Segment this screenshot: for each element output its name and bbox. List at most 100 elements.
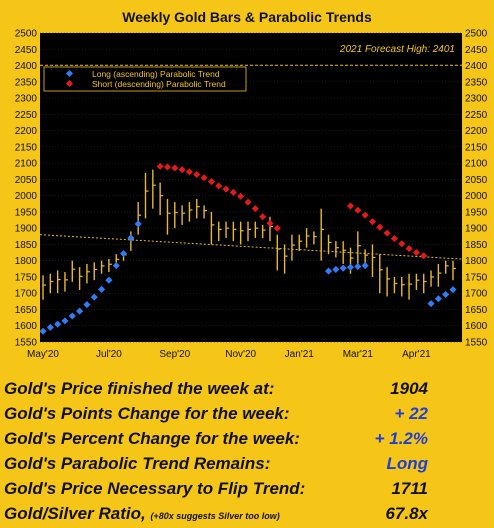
stat-flip: Gold's Price Necessary to Flip Trend: 17… <box>4 476 490 502</box>
short-trend-dot <box>237 192 245 200</box>
y-tick-label: 2050 <box>15 175 38 186</box>
y-tick-label-right: 1750 <box>465 272 488 283</box>
x-tick-label: Nov'20 <box>225 349 256 360</box>
stat-ratio: Gold/Silver Ratio, (+80x suggests Silver… <box>4 501 490 527</box>
x-tick-label: Sep'20 <box>159 349 190 360</box>
y-tick-label-right: 1950 <box>465 207 488 218</box>
y-tick-label: 1750 <box>15 272 38 283</box>
x-tick-label: Jul'20 <box>96 349 122 360</box>
short-trend-dot <box>222 185 230 193</box>
short-trend-dot <box>163 163 171 171</box>
forecast-label: 2021 Forecast High: 2401 <box>339 44 455 55</box>
y-tick-label: 2400 <box>15 61 38 72</box>
long-trend-dot <box>346 263 355 271</box>
long-trend-dot <box>127 234 135 242</box>
y-tick-label-right: 2100 <box>465 159 488 170</box>
short-trend-dot <box>200 174 208 182</box>
y-tick-label-right: 1800 <box>465 256 488 267</box>
stat-ratio-label-wrap: Gold/Silver Ratio, (+80x suggests Silver… <box>4 504 280 524</box>
y-tick-label: 1600 <box>15 321 38 332</box>
stat-points-label: Gold's Points Change for the week: <box>4 404 290 423</box>
y-tick-label: 2300 <box>15 94 38 105</box>
bars-layer <box>42 169 456 300</box>
long-trend-dot <box>90 293 98 301</box>
short-trend-dot <box>273 224 281 232</box>
gold-chart: Weekly Gold Bars & Parabolic Trends 1550… <box>14 9 488 360</box>
y-tick-label: 2350 <box>15 77 38 88</box>
y-tick-label-right: 1850 <box>465 240 488 251</box>
y-tick-label: 2450 <box>15 45 38 56</box>
y-tick-label: 2250 <box>15 110 38 121</box>
long-trend-dot <box>434 295 442 303</box>
stat-trend-label: Gold's Parabolic Trend Remains: <box>4 454 271 473</box>
x-axis: May'20 Jul'20 Sep'20 Nov'20 Jan'21 Mar'21 Apr'… <box>27 349 431 360</box>
y-tick-label-right: 2350 <box>465 77 488 88</box>
legend-long-marker <box>65 69 74 78</box>
short-trend-dot <box>193 170 201 179</box>
y-tick-label: 1800 <box>15 256 38 267</box>
stat-ratio-value: 67.8x <box>385 504 428 523</box>
long-trend-dot <box>46 323 54 331</box>
stat-flip-value: 1711 <box>391 479 428 498</box>
long-trend-dot <box>361 262 369 270</box>
x-tick-label: Mar'21 <box>343 349 374 360</box>
y-tick-label: 2150 <box>15 142 38 153</box>
stat-price-label: Gold's Price finished the week at: <box>4 379 275 398</box>
short-trend-dot <box>346 202 355 210</box>
legend-short-label: Short (descending) Parabolic Trend <box>92 79 226 89</box>
short-trend-dot <box>171 164 179 172</box>
y-tick-label-right: 2000 <box>465 191 488 202</box>
long-trend-dot <box>98 285 106 293</box>
long-trend-dot <box>354 263 362 271</box>
short-trend-dot <box>376 223 384 231</box>
long-trend-dot <box>76 307 84 315</box>
y-tick-label: 2100 <box>15 159 38 170</box>
legend: Long (ascending) Parabolic Trend Short (… <box>43 66 247 92</box>
y-tick-label-right: 1900 <box>465 224 488 235</box>
support-trend-line <box>39 234 463 260</box>
x-tick-label: Apr'21 <box>402 349 431 360</box>
x-tick-label: May'20 <box>27 349 59 360</box>
legend-box <box>43 66 247 92</box>
short-trend-dot <box>368 218 376 226</box>
short-trend-dot <box>398 240 406 248</box>
dots-layer <box>39 162 457 335</box>
short-trend-dot <box>420 252 428 260</box>
short-trend-dot <box>405 245 413 253</box>
long-trend-dot <box>39 327 47 335</box>
long-trend-dot <box>427 300 435 308</box>
legend-long-label: Long (ascending) Parabolic Trend <box>92 69 220 79</box>
short-trend-dot <box>383 229 391 237</box>
long-trend-dot <box>120 249 128 258</box>
y-axis: 1550 1550 1600 1600 1650 1650 1700 1700 1750 1750… <box>15 29 488 349</box>
y-tick-label: 1850 <box>15 240 38 251</box>
stat-ratio-label: Gold/Silver Ratio, <box>4 504 146 523</box>
long-trend-dot <box>68 312 76 320</box>
short-trend-dot <box>244 198 252 206</box>
y-tick-label: 1950 <box>15 207 38 218</box>
y-tick-label-right: 2400 <box>465 61 488 72</box>
long-trend-dot <box>83 301 91 309</box>
y-tick-label-right: 2250 <box>465 110 488 121</box>
stat-percent-value: + 1.2% <box>374 429 428 448</box>
long-trend-dot <box>339 264 347 272</box>
y-tick-label-right: 1600 <box>465 321 488 332</box>
short-trend-dot <box>251 205 259 213</box>
stat-trend-value: Long <box>386 454 428 473</box>
y-tick-label: 1700 <box>15 289 38 300</box>
short-trend-dot <box>156 162 164 170</box>
y-tick-label-right: 1650 <box>465 305 488 316</box>
long-trend-dot <box>442 290 450 299</box>
stat-flip-label: Gold's Price Necessary to Flip Trend: <box>4 479 306 498</box>
stat-percent-label: Gold's Percent Change for the week: <box>4 429 300 448</box>
short-trend-dot <box>354 206 362 214</box>
y-tick-label: 2000 <box>15 191 38 202</box>
short-trend-dot <box>215 182 223 190</box>
y-tick-label: 2200 <box>15 126 38 137</box>
stat-percent: Gold's Percent Change for the week: + 1.… <box>4 426 490 452</box>
y-tick-label: 1550 <box>15 338 38 349</box>
y-tick-label-right: 2200 <box>465 126 488 137</box>
long-trend-dot <box>61 317 69 325</box>
long-trend-dot <box>449 286 457 294</box>
short-trend-dot <box>229 188 237 196</box>
